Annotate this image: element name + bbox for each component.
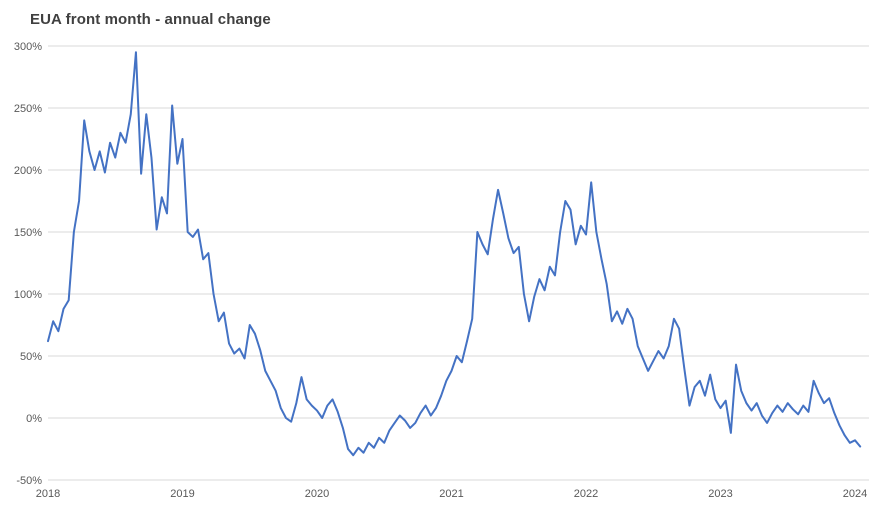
x-tick-label: 2020 — [305, 488, 329, 500]
y-tick-label: 100% — [14, 289, 42, 301]
x-tick-label: 2023 — [708, 488, 732, 500]
chart-title: EUA front month - annual change — [30, 11, 271, 28]
y-tick-label: 300% — [14, 41, 42, 53]
y-tick-label: 50% — [20, 351, 42, 363]
series-line — [47, 51, 862, 457]
y-tick-label: 250% — [14, 103, 42, 115]
x-tick-label: 2019 — [170, 488, 194, 500]
y-tick-label: 200% — [14, 165, 42, 177]
x-tick-label: 2018 — [36, 488, 60, 500]
x-tick-label: 2024 — [843, 488, 867, 500]
y-tick-label: 150% — [14, 227, 42, 239]
x-tick-label: 2021 — [439, 488, 463, 500]
x-tick-label: 2022 — [574, 488, 598, 500]
y-tick-label: -50% — [16, 475, 42, 487]
y-tick-label: 0% — [26, 413, 42, 425]
